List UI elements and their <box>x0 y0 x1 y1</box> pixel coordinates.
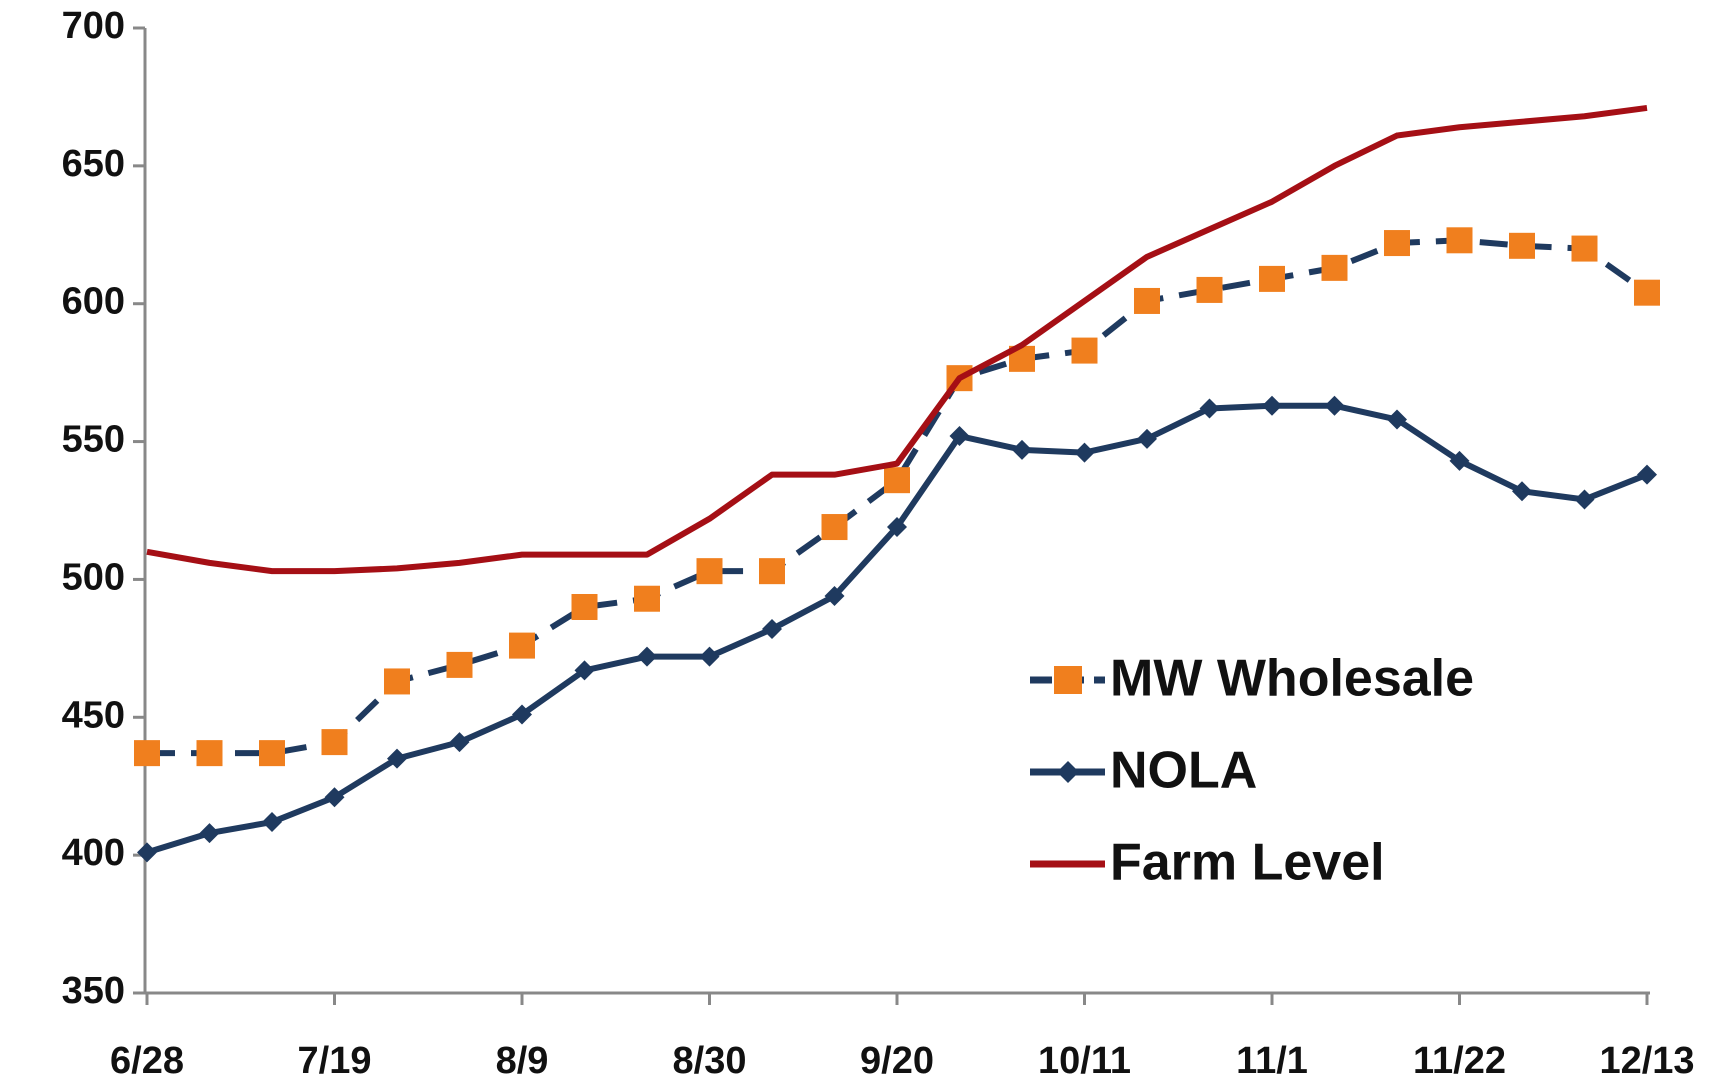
diamond-marker <box>262 812 282 833</box>
diamond-marker <box>1637 464 1657 485</box>
diamond-marker <box>1574 489 1595 510</box>
square-marker <box>1509 232 1535 259</box>
square-marker <box>884 467 910 494</box>
diamond-marker <box>324 787 345 808</box>
legend-label: Farm Level <box>1110 834 1385 892</box>
square-marker <box>446 651 473 678</box>
diamond-marker <box>512 704 532 725</box>
diamond-marker <box>574 660 595 681</box>
diamond-marker <box>199 823 220 844</box>
y-tick-label: 550 <box>62 419 125 461</box>
square-marker <box>384 668 410 695</box>
y-tick-label: 700 <box>62 5 125 47</box>
square-marker <box>1196 276 1223 303</box>
diamond-marker <box>949 426 970 447</box>
x-tick-label: 10/11 <box>1038 1040 1131 1082</box>
diamond-marker <box>1387 409 1407 430</box>
square-marker <box>1446 227 1473 254</box>
diamond-marker <box>1199 398 1220 419</box>
y-tick-label: 600 <box>62 281 125 323</box>
legend-marker <box>1054 666 1082 694</box>
y-tick-label: 400 <box>62 832 125 874</box>
diamond-marker <box>1074 442 1095 463</box>
x-tick-label: 8/30 <box>673 1040 747 1082</box>
square-marker <box>321 729 348 756</box>
x-tick-label: 6/28 <box>110 1040 184 1082</box>
square-marker <box>1634 279 1660 306</box>
square-marker <box>509 632 535 659</box>
legend-marker <box>1057 761 1079 783</box>
square-marker <box>759 558 785 585</box>
square-marker <box>634 585 660 612</box>
square-marker <box>1384 230 1410 257</box>
diamond-marker <box>824 585 845 606</box>
diamond-marker <box>637 646 657 667</box>
square-marker <box>821 514 848 541</box>
diamond-marker <box>137 842 157 863</box>
diamond-marker <box>1512 481 1532 502</box>
y-tick-label: 350 <box>62 970 125 1012</box>
series-line <box>146 104 1648 575</box>
legend-label: NOLA <box>1110 742 1257 800</box>
square-marker <box>1321 254 1348 281</box>
x-tick-label: 12/13 <box>1599 1040 1694 1082</box>
square-marker <box>1259 265 1285 292</box>
diamond-marker <box>387 748 407 769</box>
diamond-marker <box>762 619 782 640</box>
diamond-marker <box>1012 439 1032 460</box>
x-tick-label: 9/20 <box>860 1040 934 1082</box>
diamond-marker <box>1449 450 1470 471</box>
square-marker <box>696 558 723 585</box>
x-tick-label: 11/1 <box>1236 1040 1308 1082</box>
y-tick-label: 650 <box>62 143 125 185</box>
square-marker <box>1071 337 1098 364</box>
x-tick-label: 7/19 <box>298 1040 372 1082</box>
y-tick-label: 450 <box>62 694 125 736</box>
x-tick-label: 8/9 <box>496 1040 549 1082</box>
square-marker <box>134 740 160 767</box>
diamond-marker <box>1262 395 1282 416</box>
square-marker <box>571 594 598 620</box>
diamond-marker <box>1137 428 1157 449</box>
diamond-marker <box>699 646 720 667</box>
diamond-marker <box>1324 395 1345 416</box>
square-marker <box>259 740 285 767</box>
y-tick-label: 500 <box>62 556 125 598</box>
square-marker <box>196 740 223 767</box>
diamond-marker <box>887 517 907 538</box>
square-marker <box>1134 287 1160 314</box>
legend-label: MW Wholesale <box>1110 650 1474 708</box>
x-tick-label: 11/22 <box>1413 1040 1506 1082</box>
diamond-marker <box>449 732 470 753</box>
square-marker <box>1571 235 1598 262</box>
